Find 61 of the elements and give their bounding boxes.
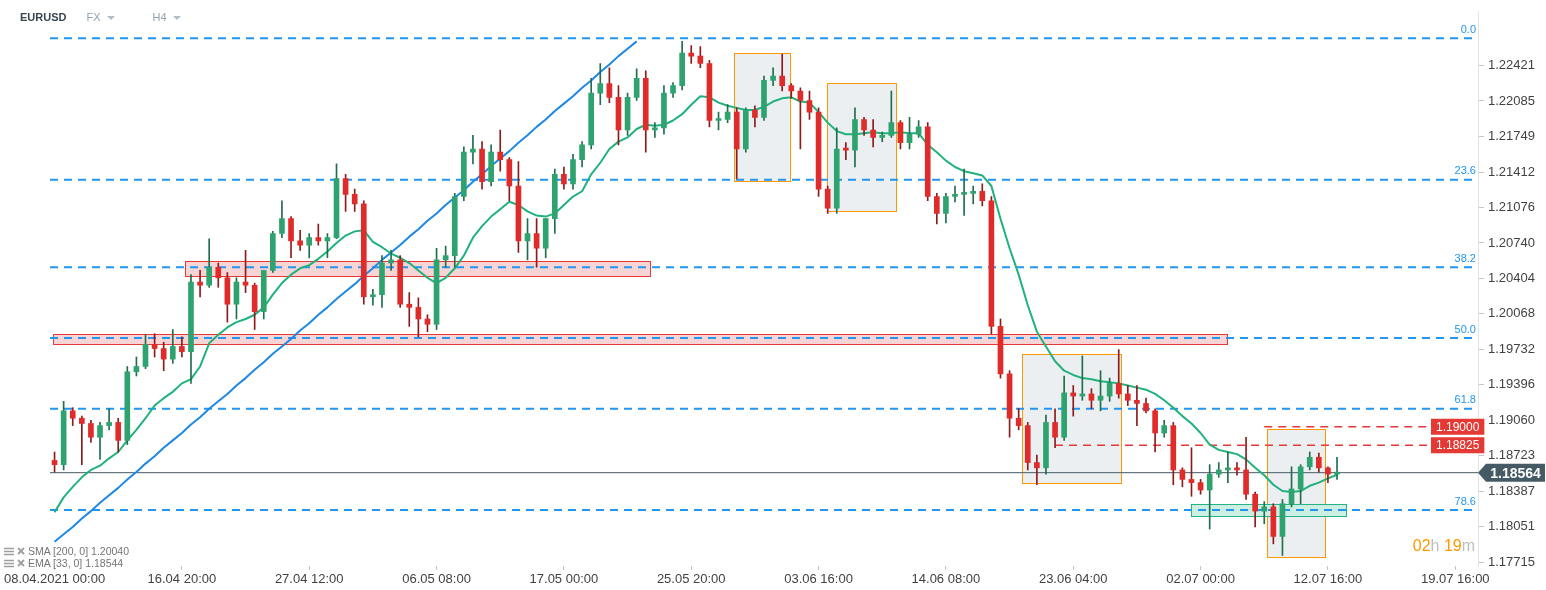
candlestick xyxy=(1134,385,1140,426)
annotation: 0.0 xyxy=(1460,22,1476,35)
candlestick xyxy=(497,129,504,172)
x-tick-label: 12.07 16:00 xyxy=(1293,571,1363,587)
y-tick-label: 1.21749 xyxy=(1488,128,1535,144)
annotation: 23.6 xyxy=(1454,164,1476,177)
x-tick-label: 08.04.2021 00:00 xyxy=(3,571,106,587)
y-tick-label: 1.17715 xyxy=(1488,553,1535,569)
y-tick-label: 1.20404 xyxy=(1488,270,1535,286)
y-tick-label: 1.20740 xyxy=(1488,234,1535,250)
annotation: 50.0 xyxy=(1454,322,1476,335)
x-tick-label: 03.06 16:00 xyxy=(784,571,853,587)
annotation: 02h 19m xyxy=(1412,537,1475,554)
candlestick xyxy=(770,67,776,87)
x-tick-label: 23.06 04:00 xyxy=(1038,571,1108,587)
annotation: SMA [200, 0] 1.20040 xyxy=(28,545,129,557)
x-tick-label: 19.07 16:00 xyxy=(1420,571,1490,587)
y-tick-label: 1.22085 xyxy=(1488,92,1535,108)
chart-title: EURUSD xyxy=(20,11,67,24)
x-tick-label: 17.05 00:00 xyxy=(529,571,599,587)
ref-line-label: 1.18564 xyxy=(1490,464,1542,481)
x-tick-label: 16.04 20:00 xyxy=(147,571,217,587)
candlestick xyxy=(106,408,112,431)
candlestick xyxy=(597,63,604,106)
candlestick xyxy=(79,415,85,465)
candlestick xyxy=(961,168,967,216)
y-tick-label: 1.20068 xyxy=(1488,305,1535,321)
y-tick-label: 1.19732 xyxy=(1488,340,1535,356)
y-tick-label: 1.21076 xyxy=(1488,199,1535,215)
candlestick xyxy=(1225,451,1231,483)
candlestick xyxy=(315,223,322,246)
candlestick xyxy=(1034,454,1040,486)
annotation: H4 xyxy=(152,11,167,24)
annotation: EMA [33, 0] 1.18544 xyxy=(28,557,124,569)
candlestick xyxy=(406,292,413,327)
candlestick xyxy=(970,185,977,205)
x-tick-label: 25.05 20:00 xyxy=(656,571,726,587)
candlestick xyxy=(1206,464,1213,530)
data-label: 1.19000 xyxy=(1435,419,1480,434)
y-tick-label: 1.18387 xyxy=(1488,482,1535,498)
y-tick-label: 1.22421 xyxy=(1488,57,1535,73)
x-tick-label: 27.04 12:00 xyxy=(274,571,344,587)
annotation: 38.2 xyxy=(1454,251,1476,264)
annotation: 78.6 xyxy=(1454,494,1476,507)
candlestick xyxy=(952,185,958,203)
y-tick-label: 1.18723 xyxy=(1488,447,1535,463)
y-tick-label: 1.19060 xyxy=(1488,411,1535,427)
data-label: 1.18825 xyxy=(1435,438,1480,453)
candlestick xyxy=(197,270,203,298)
candlestick xyxy=(1115,349,1122,399)
chart-subtitle: FX xyxy=(86,11,101,24)
y-tick-label: 1.19396 xyxy=(1488,376,1535,392)
x-tick-label: 02.07 00:00 xyxy=(1166,571,1235,587)
candlestick xyxy=(470,134,476,165)
candlestick xyxy=(370,289,376,306)
y-tick-label: 1.21412 xyxy=(1488,163,1535,179)
y-tick-label: 1.18051 xyxy=(1488,518,1535,534)
x-tick-label: 14.06 08:00 xyxy=(911,571,981,587)
annotation: 61.8 xyxy=(1454,393,1476,406)
candlestick xyxy=(1234,462,1240,476)
x-tick-label: 06.05 08:00 xyxy=(402,571,471,587)
